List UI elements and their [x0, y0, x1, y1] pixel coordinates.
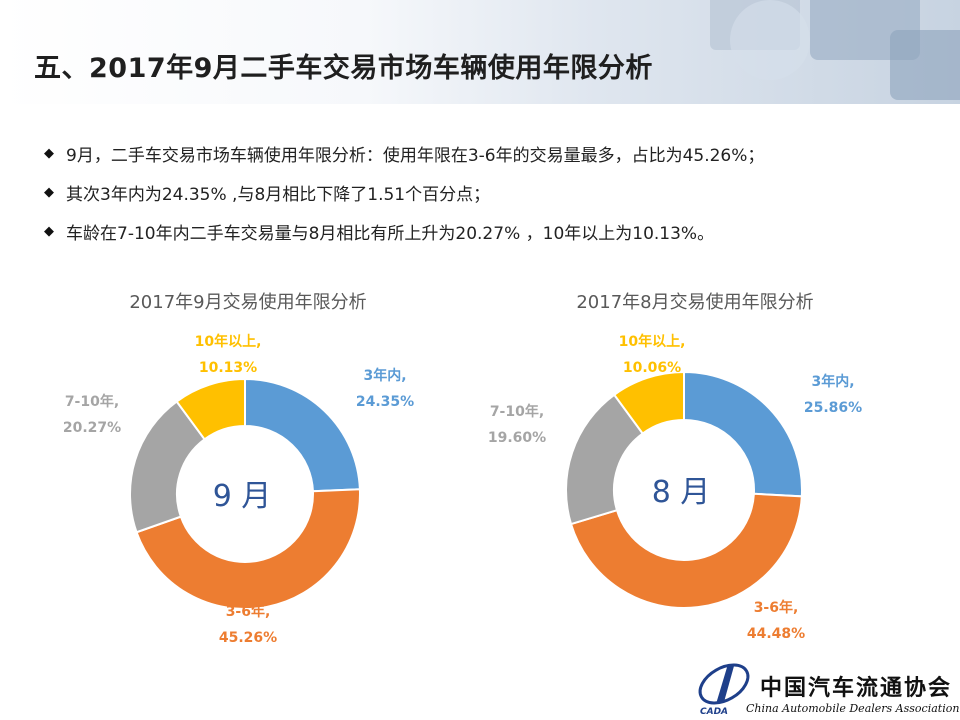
slice-label: 3年内, 25.86% — [804, 373, 862, 416]
donut-slice-1 — [244, 377, 361, 493]
slice-label: 7-10年, 19.60% — [488, 403, 546, 446]
logo-text: CADA — [700, 707, 728, 716]
diamond-bullet-icon: ◆ — [44, 185, 54, 200]
donut-slice-4 — [612, 370, 685, 435]
slice-label: 3年内, 24.35% — [356, 367, 414, 410]
donut-slice-2 — [135, 488, 361, 610]
slice-label: 3-6年, 45.26% — [219, 603, 277, 646]
slice-label: 3-6年, 44.48% — [747, 599, 805, 642]
donut-chart-august: 2017年8月交易使用年限分析 3年内, 25.86% 3-6年, 44.48% 7-10… — [440, 282, 960, 662]
donut-chart-svg: 2017年8月交易使用年限分析 3年内, 25.86% 3-6年, 44.48% 7-10… — [488, 292, 862, 642]
bullet-text: 车龄在7-10年内二手车交易量与8月相比有所上升为20.27% ，10年以上为1… — [66, 224, 715, 244]
page-title: 五、2017年9月二手车交易市场车辆使用年限分析 — [34, 53, 653, 84]
slice-label: 7-10年, 20.27% — [63, 393, 121, 436]
header-banner: 五、2017年9月二手车交易市场车辆使用年限分析 — [0, 0, 960, 104]
donut-slice-4 — [175, 377, 246, 441]
donut-slice-1 — [683, 370, 803, 498]
bullet-item: ◆ 车龄在7-10年内二手车交易量与8月相比有所上升为20.27% ，10年以上… — [44, 212, 764, 251]
bullet-list: ◆ 9月，二手车交易市场车辆使用年限分析：使用年限在3-6年的交易量最多，占比为… — [44, 134, 764, 251]
slice-label: 10年以上, 10.06% — [619, 333, 686, 376]
header-decoration — [710, 0, 960, 100]
cada-logo-icon: CADA — [698, 663, 750, 716]
bullet-text: 其次3年内为24.35% ,与8月相比下降了1.51个百分点； — [66, 185, 491, 205]
donut-chart-svg: 2017年9月交易使用年限分析 3年内, 24.35% 3-6年, 45.26% 7-10… — [63, 292, 414, 646]
org-name-en: China Automobile Dealers Association — [746, 702, 960, 715]
diamond-bullet-icon: ◆ — [44, 224, 54, 239]
donut-chart-september: 2017年9月交易使用年限分析 3年内, 24.35% 3-6年, 45.26% 7-10… — [0, 282, 480, 662]
chart-title: 2017年8月交易使用年限分析 — [576, 292, 813, 313]
bullet-item: ◆ 其次3年内为24.35% ,与8月相比下降了1.51个百分点； — [44, 173, 764, 212]
diamond-bullet-icon: ◆ — [44, 146, 54, 161]
org-name-cn: 中国汽车流通协会 — [760, 675, 953, 701]
footer-logo-block: CADA 中国汽车流通协会 China Automobile Dealers A… — [690, 652, 960, 720]
center-month-label: 9 月 — [213, 479, 272, 514]
slice-label: 10年以上, 10.13% — [195, 333, 262, 376]
chart-title: 2017年9月交易使用年限分析 — [129, 292, 366, 313]
center-month-label: 8 月 — [652, 475, 711, 510]
donut-slice-2 — [569, 492, 803, 609]
bullet-text: 9月，二手车交易市场车辆使用年限分析：使用年限在3-6年的交易量最多，占比为45… — [66, 146, 765, 166]
bullet-item: ◆ 9月，二手车交易市场车辆使用年限分析：使用年限在3-6年的交易量最多，占比为… — [44, 134, 764, 173]
